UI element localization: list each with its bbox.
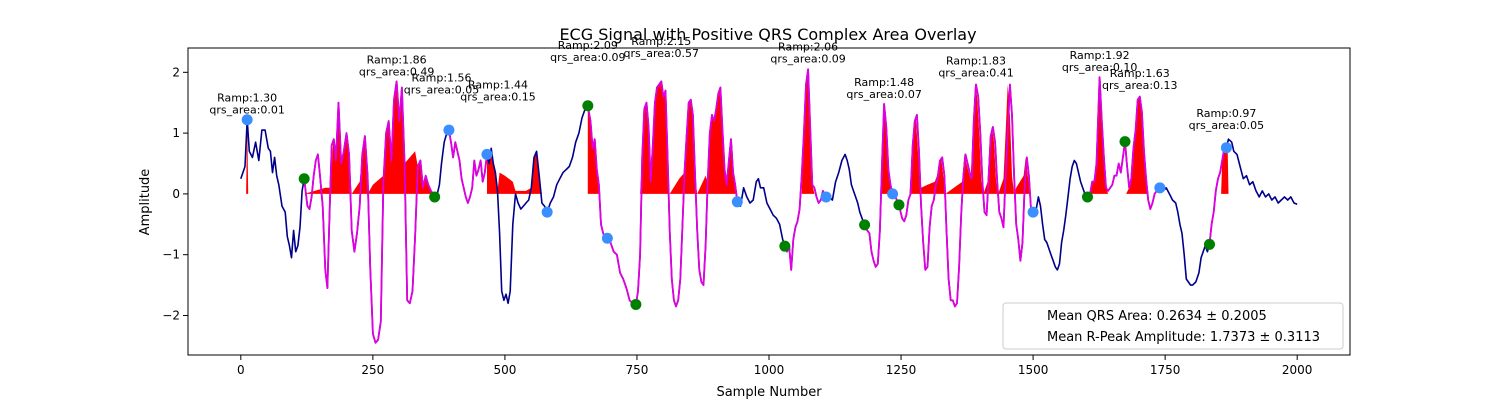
qrs-segment-line [586, 105, 637, 306]
y-tick-label: 2 [172, 65, 180, 79]
qrs-onset-marker [630, 299, 642, 311]
qrs-segment-line [863, 103, 900, 268]
qrs-offset-marker [241, 114, 253, 126]
qrs-onset-marker [429, 191, 441, 203]
qrs-area-annotation: qrs_area:0.05 [1189, 119, 1264, 132]
qrs-onset-marker [859, 219, 871, 231]
ramp-annotation: Ramp:1.86 [367, 53, 427, 66]
ramp-annotation: Ramp:2.09 [558, 39, 618, 52]
qrs-onset-marker [1081, 191, 1093, 203]
ramp-annotation: Ramp:2.06 [778, 41, 838, 54]
x-tick-label: 500 [493, 363, 516, 377]
qrs-area-fill [304, 81, 435, 194]
qrs-onset-marker [1204, 238, 1216, 250]
y-axis-ticks: −2 −1 0 1 2 [162, 65, 188, 322]
qrs-area-annotation: qrs_area:0.01 [209, 104, 284, 117]
x-tick-label: 1250 [886, 363, 917, 377]
qrs-area-annotation: qrs_area:0.41 [938, 67, 1013, 80]
qrs-area-annotation: qrs_area:0.57 [624, 47, 699, 60]
qrs-onset-marker [1119, 136, 1131, 148]
qrs-segment-line [898, 83, 1034, 308]
ramp-annotation: Ramp:1.48 [854, 76, 914, 89]
ramp-annotation: Ramp:1.30 [217, 92, 277, 105]
qrs-offset-marker [1027, 206, 1039, 218]
qrs-onset-marker [893, 199, 905, 211]
qrs-area-fill [640, 81, 738, 194]
qrs-onset-marker [298, 173, 310, 185]
ramp-annotation: Ramp:1.63 [1110, 67, 1170, 80]
y-axis-label: Amplitude [138, 169, 153, 236]
y-tick-label: 1 [172, 126, 180, 140]
legend-entry-qrs-area: Mean QRS Area: 0.2634 ± 0.2005 [1047, 309, 1267, 324]
ramp-annotation: Ramp:1.44 [468, 78, 528, 91]
qrs-offset-marker [1154, 182, 1166, 194]
markers-layer [241, 100, 1232, 311]
x-axis-label: Sample Number [716, 385, 822, 400]
qrs-segment-line [303, 80, 436, 344]
qrs-segments-layer [303, 68, 1227, 344]
qrs-segment-line [635, 80, 739, 308]
x-tick-label: 250 [361, 363, 384, 377]
qrs-area-annotation: qrs_area:0.10 [1062, 61, 1137, 74]
ramp-annotation: Ramp:1.83 [946, 55, 1006, 68]
qrs-area-annotation: qrs_area:0.09 [550, 51, 625, 64]
qrs-offset-marker [1220, 142, 1232, 154]
qrs-area-annotation: qrs_area:0.49 [359, 65, 434, 78]
qrs-offset-marker [820, 191, 832, 203]
qrs-area-annotation: qrs_area:0.07 [846, 88, 921, 101]
ramp-annotation: Ramp:0.97 [1196, 107, 1256, 120]
annotations-layer: Ramp:1.30qrs_area:0.01Ramp:1.86qrs_area:… [209, 35, 1264, 132]
x-tick-label: 750 [626, 363, 649, 377]
qrs-area-annotation: qrs_area:0.09 [770, 53, 845, 66]
legend-box [1002, 302, 1344, 350]
qrs-offset-marker [731, 196, 743, 208]
x-tick-label: 2000 [1282, 363, 1313, 377]
qrs-area-annotation: qrs_area:0.13 [1102, 79, 1177, 92]
qrs-segment-line [1086, 76, 1126, 198]
qrs-area-fill [246, 119, 249, 194]
y-tick-label: −1 [162, 248, 180, 262]
qrs-segment-line [448, 129, 488, 204]
qrs-onset-marker [582, 100, 594, 112]
x-tick-label: 1750 [1150, 363, 1181, 377]
x-tick-label: 0 [237, 363, 245, 377]
qrs-segment-line [783, 68, 827, 271]
qrs-segment-line [1124, 95, 1161, 211]
qrs-offset-marker [481, 148, 493, 160]
qrs-offset-marker [443, 124, 455, 136]
legend: Mean QRS Area: 0.2634 ± 0.2005 Mean R-Pe… [1002, 302, 1344, 350]
qrs-area-annotation: qrs_area:0.15 [460, 90, 535, 103]
qrs-onset-marker [779, 240, 791, 252]
ramp-annotation: Ramp:1.56 [412, 72, 472, 85]
y-tick-label: 0 [172, 187, 180, 201]
x-axis-ticks: 0 250 500 750 1000 1250 1500 1750 2000 [237, 355, 1312, 377]
x-tick-label: 1500 [1018, 363, 1049, 377]
chart-title: ECG Signal with Positive QRS Complex Are… [559, 25, 976, 44]
ramp-annotation: Ramp:1.92 [1070, 49, 1130, 62]
qrs-area-annotation: qrs_area:0.05 [404, 84, 479, 97]
y-tick-label: −2 [162, 308, 180, 322]
qrs-offset-marker [887, 188, 899, 200]
x-tick-label: 1000 [754, 363, 785, 377]
legend-entry-r-peak: Mean R-Peak Amplitude: 1.7373 ± 0.3113 [1047, 330, 1320, 345]
qrs-area-fill [487, 148, 542, 194]
ramp-annotation: Ramp:2.15 [631, 35, 691, 48]
qrs-offset-marker [541, 206, 553, 218]
qrs-offset-marker [601, 232, 613, 244]
